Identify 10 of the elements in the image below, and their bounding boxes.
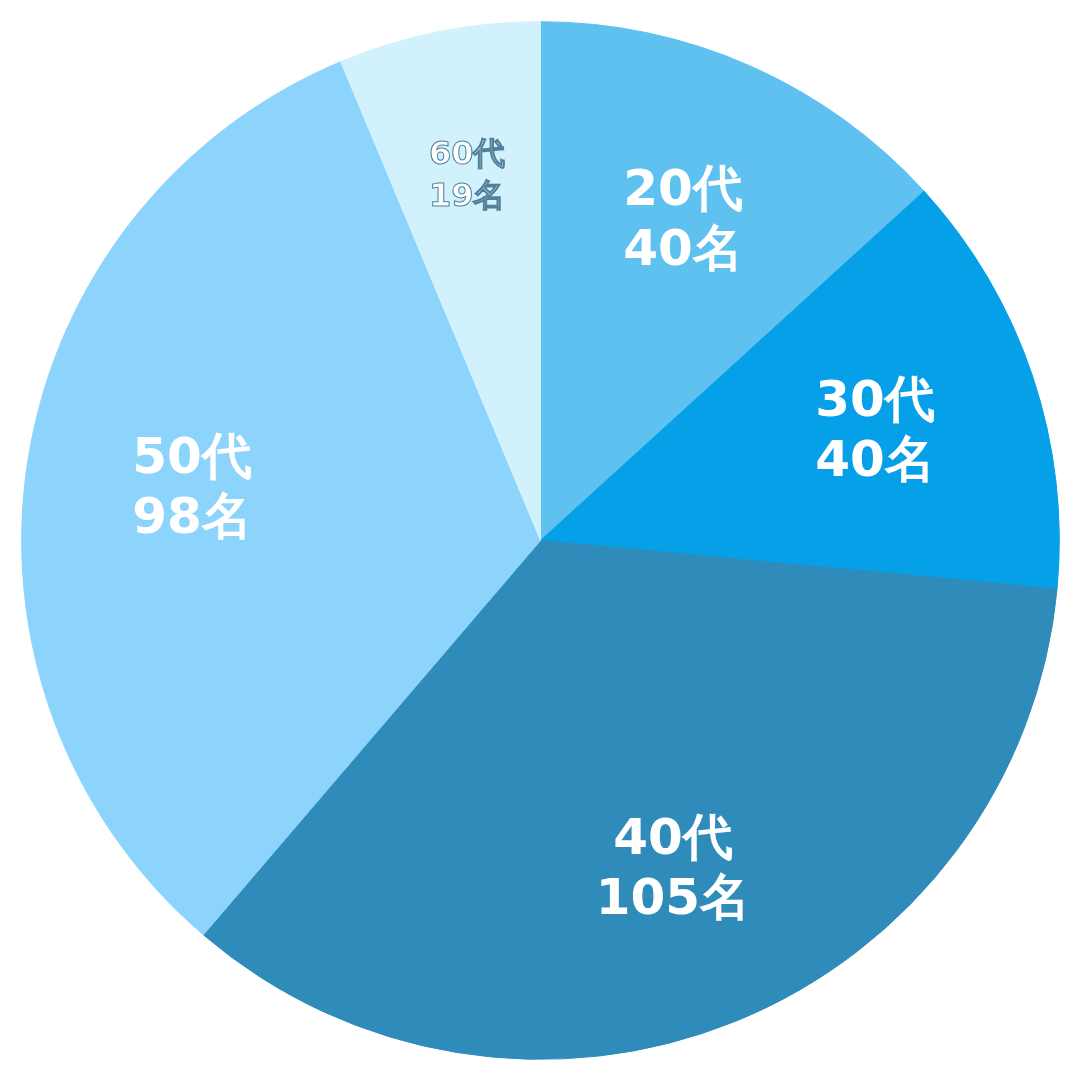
slice-label: 40代: [613, 808, 733, 867]
data-label: 98名: [132, 486, 252, 545]
slice-label: 60代: [428, 134, 506, 173]
data-label: 40名: [623, 218, 743, 277]
slice-label: 30代: [815, 369, 935, 428]
data-label: 105名: [595, 868, 751, 927]
slice-label: 50代: [132, 426, 252, 485]
data-label: 40名: [815, 429, 935, 488]
slice-label: 20代: [623, 158, 743, 217]
data-label: 19名: [428, 176, 506, 215]
